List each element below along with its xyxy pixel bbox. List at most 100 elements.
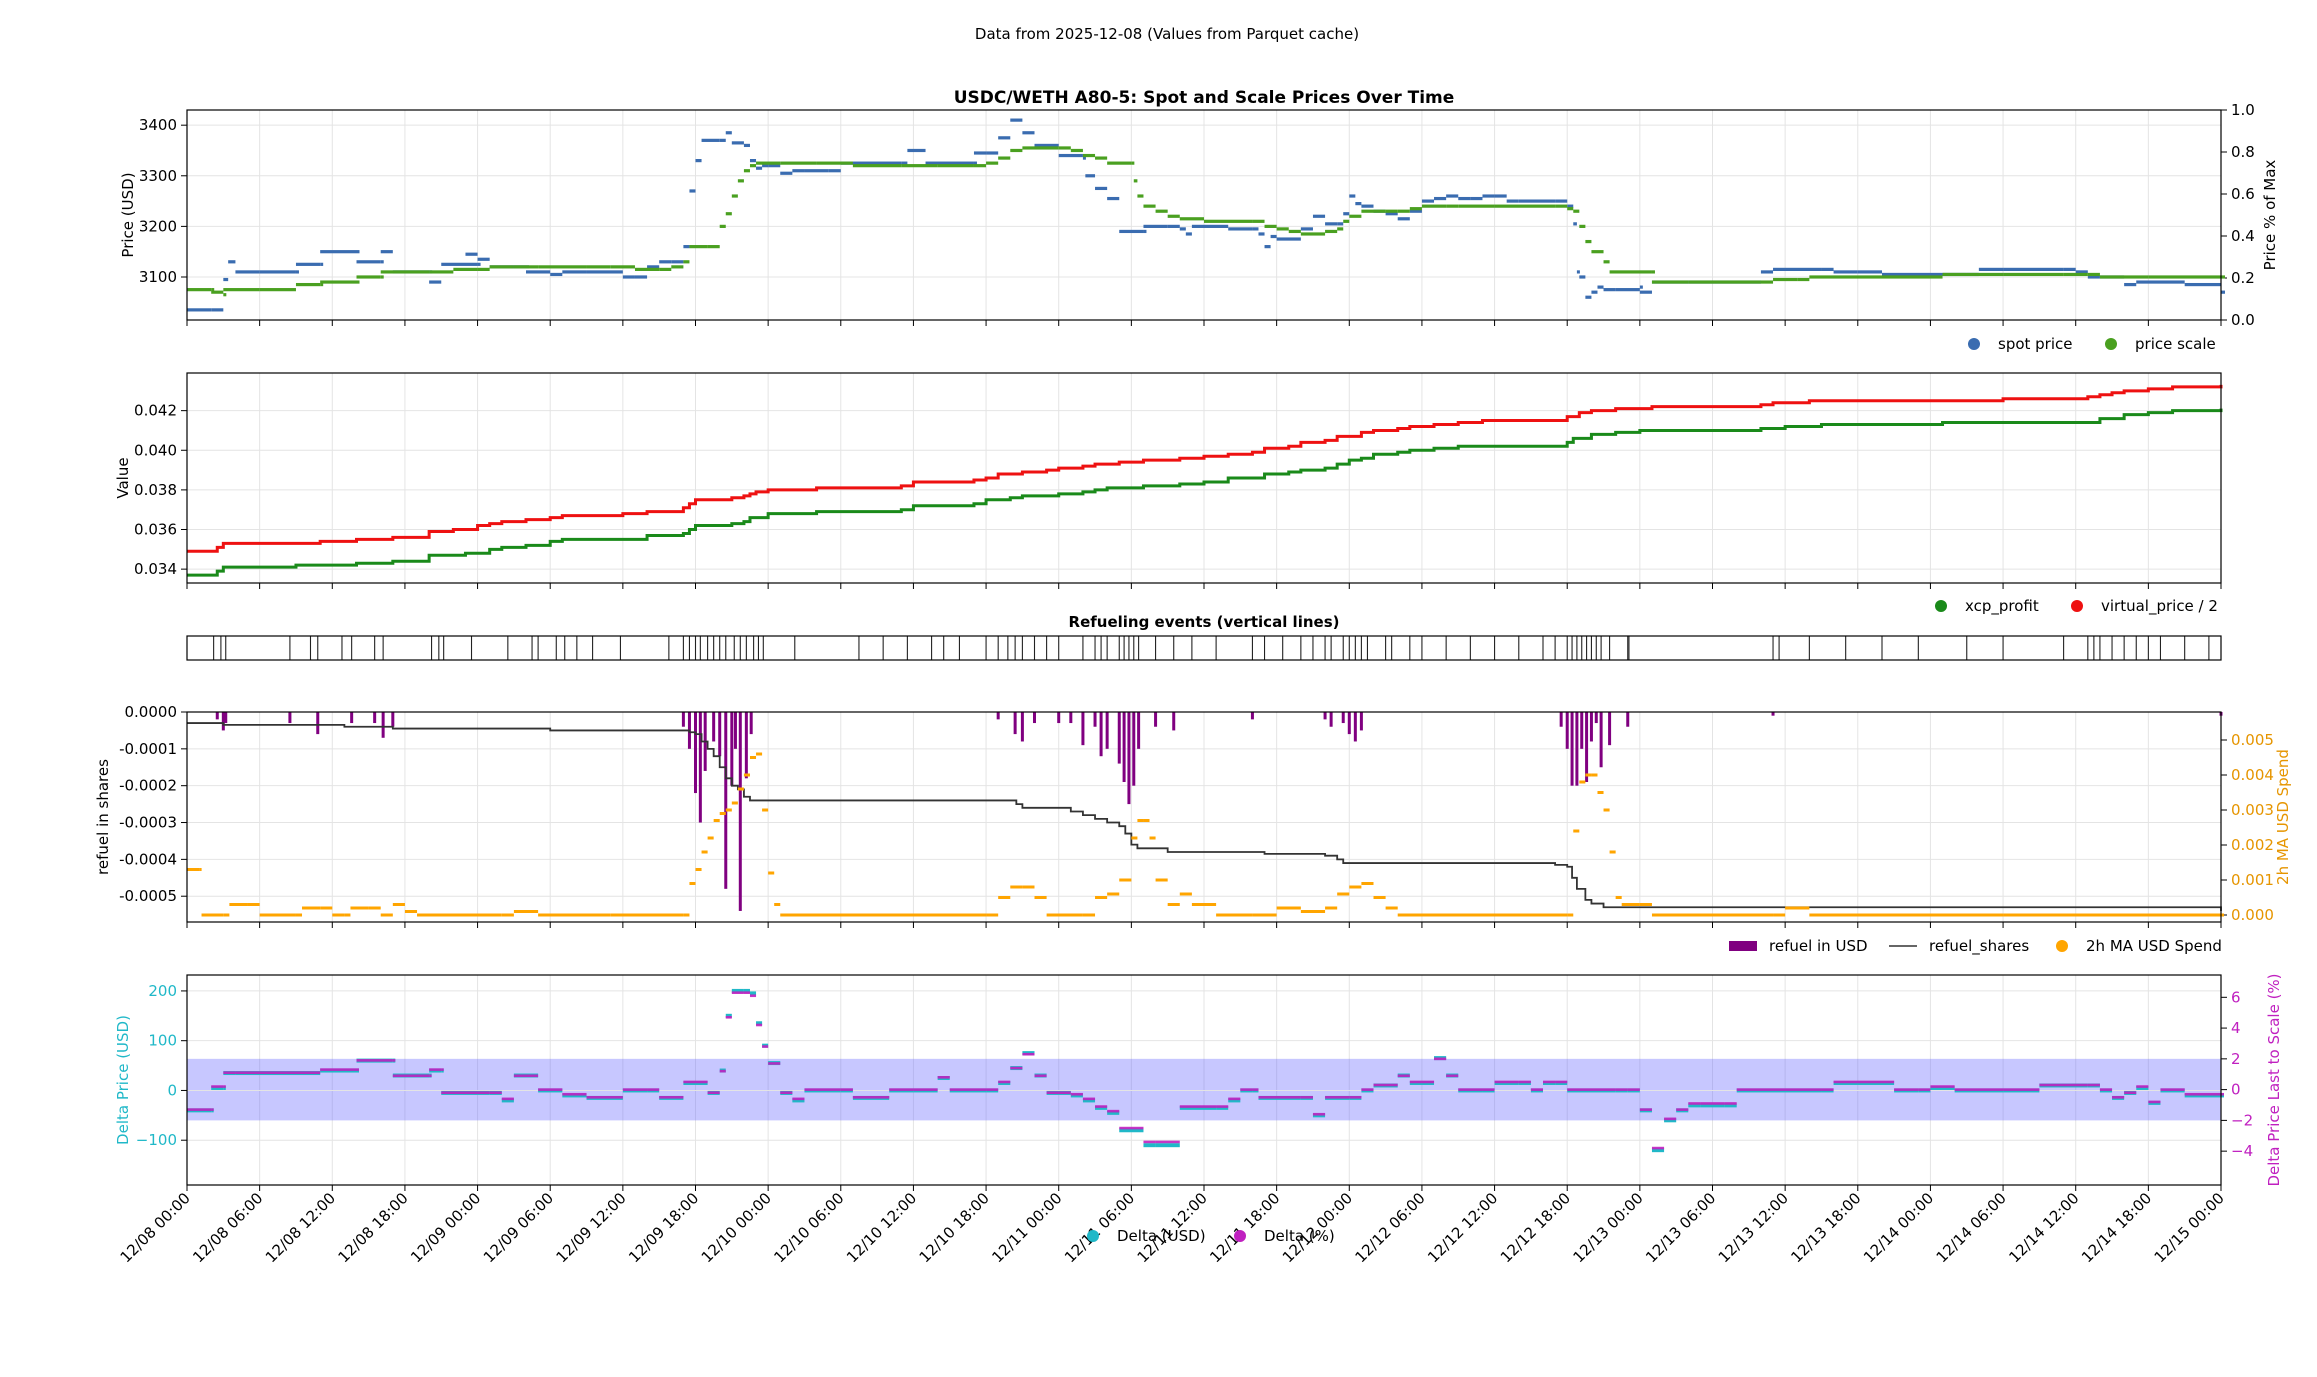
delta-pct-point xyxy=(731,991,744,994)
spot-price-point xyxy=(719,138,726,142)
spot-price-point xyxy=(731,141,744,145)
delta-pct-point xyxy=(1010,1066,1023,1070)
spot-price-point xyxy=(780,171,793,175)
price-panel-y-tick-label: 3100 xyxy=(139,268,177,286)
refuel-panel-y2-tick-label: 0.000 xyxy=(2231,906,2274,924)
spot-price-point xyxy=(634,275,648,279)
refuel-panel-y-tick-label: -0.0004 xyxy=(119,850,177,868)
spot-price-point xyxy=(792,169,805,173)
spot-price-point xyxy=(1095,186,1108,191)
price-scale-point xyxy=(1167,214,1180,218)
refuel-panel-y2-tick-label: 0.003 xyxy=(2231,801,2274,819)
refuel-usd-bar xyxy=(1626,712,1630,727)
refuel-usd-bar xyxy=(1353,712,1357,742)
spot-price-point xyxy=(1343,212,1350,216)
price-scale-point xyxy=(780,161,817,165)
refuel-panel-y-tick-label: -0.0003 xyxy=(119,814,177,832)
price-scale-point xyxy=(1651,270,1655,274)
ma-usd-spend-point xyxy=(1573,829,1580,833)
ma-usd-spend-point xyxy=(1585,773,1592,777)
spot-price-point xyxy=(465,252,478,256)
price-scale-point xyxy=(1809,275,1882,279)
delta-pct-point xyxy=(1664,1117,1677,1121)
delta-pct-point xyxy=(2099,1088,2113,1091)
events-panel-title: Refueling events (vertical lines) xyxy=(1069,613,1340,631)
price-scale-point xyxy=(513,265,539,269)
price-scale-point xyxy=(986,161,999,165)
x-tick-label: 12/09 18:00 xyxy=(625,1189,702,1266)
spot-price-point xyxy=(1185,232,1192,236)
legend-delta-usd-marker xyxy=(1087,1230,1099,1242)
ma-usd-spend-point xyxy=(1252,913,1277,917)
legend-virtual-price-marker xyxy=(2071,600,2083,612)
legend-spot-price: spot price xyxy=(1998,335,2073,353)
legend-ma-usd-spend-marker xyxy=(2056,940,2068,952)
price-scale-point xyxy=(223,293,227,297)
refuel-usd-bar xyxy=(1580,712,1584,749)
delta-usd-point xyxy=(1119,1128,1144,1133)
delta-pct-point xyxy=(695,1080,708,1084)
delta-pct-point xyxy=(1070,1092,1083,1096)
x-tick-label: 12/11 00:00 xyxy=(988,1189,1065,1266)
delta-panel-y2-tick-label: 2 xyxy=(2231,1050,2241,1068)
spot-price-point xyxy=(1857,270,1882,274)
delta-pct-point xyxy=(356,1068,359,1071)
ma-usd-spend-point xyxy=(689,882,696,885)
price-scale-point xyxy=(1058,146,1071,150)
ma-usd-spend-point xyxy=(201,913,224,917)
value-panel-y-tick-label: 0.038 xyxy=(134,481,177,499)
price-scale-point xyxy=(683,260,690,264)
delta-usd-point xyxy=(1095,1105,1108,1110)
price-scale-point xyxy=(756,161,781,165)
delta-pct-point xyxy=(1821,1088,1834,1091)
delta-pct-point xyxy=(429,1074,432,1078)
spot-price-point xyxy=(259,270,296,274)
spot-price-point xyxy=(1978,267,2004,271)
delta-pct-point xyxy=(1954,1088,2004,1091)
value-panel-y-tick-label: 0.040 xyxy=(134,441,177,459)
spot-price-point xyxy=(1585,295,1592,299)
price-panel-y2-tick-label: 0.2 xyxy=(2231,269,2255,287)
price-panel-ylabel-right: Price % of Max xyxy=(2261,160,2279,271)
price-scale-point xyxy=(1882,275,1943,279)
delta-pct-point xyxy=(1434,1057,1447,1061)
spot-price-point xyxy=(228,260,236,264)
price-scale-point xyxy=(1579,224,1586,228)
delta-panel-y2-tick-label: −2 xyxy=(2231,1111,2253,1129)
refuel-usd-bar xyxy=(1570,712,1574,786)
delta-usd-point xyxy=(1724,1103,1737,1108)
price-scale-point xyxy=(1288,229,1301,234)
price-scale-point xyxy=(1567,207,1574,211)
figure-suptitle: Data from 2025-12-08 (Values from Parque… xyxy=(975,25,1359,43)
x-tick-label: 12/12 18:00 xyxy=(1497,1189,1574,1266)
refuel-usd-bar xyxy=(215,712,219,720)
refuel-panel-y-tick-label: 0.0000 xyxy=(125,703,178,721)
refuel-usd-bar xyxy=(749,712,753,735)
delta-pct-point xyxy=(235,1071,321,1074)
ma-usd-spend-point xyxy=(743,773,750,777)
spot-price-point xyxy=(2124,282,2137,287)
price-scale-point xyxy=(852,164,902,168)
ma-usd-spend-point xyxy=(1149,836,1156,840)
delta-pct-point xyxy=(1143,1140,1156,1144)
spot-price-point xyxy=(1143,229,1147,234)
refuel-usd-bar xyxy=(1137,712,1141,749)
delta-pct-point xyxy=(1833,1080,1882,1084)
delta-pct-point xyxy=(986,1088,999,1091)
spot-price-point xyxy=(211,308,224,312)
x-tick-label: 12/10 06:00 xyxy=(770,1189,847,1266)
ma-usd-spend-point xyxy=(1597,791,1604,794)
spot-price-point xyxy=(1579,275,1586,279)
spot-price-point xyxy=(1434,196,1447,201)
delta-panel-frame xyxy=(186,974,2222,1186)
delta-usd-point xyxy=(1688,1103,1701,1108)
ma-usd-spend-point xyxy=(2003,913,2221,917)
price-scale-point xyxy=(634,267,660,271)
refuel-usd-bar xyxy=(288,712,292,724)
price-scale-point xyxy=(1585,239,1592,244)
spot-price-point xyxy=(2136,280,2185,284)
price-scale-point xyxy=(743,169,750,173)
delta-pct-point xyxy=(1700,1102,1725,1105)
ma-usd-spend-point xyxy=(1373,896,1386,899)
ma-usd-spend-point xyxy=(332,913,345,917)
